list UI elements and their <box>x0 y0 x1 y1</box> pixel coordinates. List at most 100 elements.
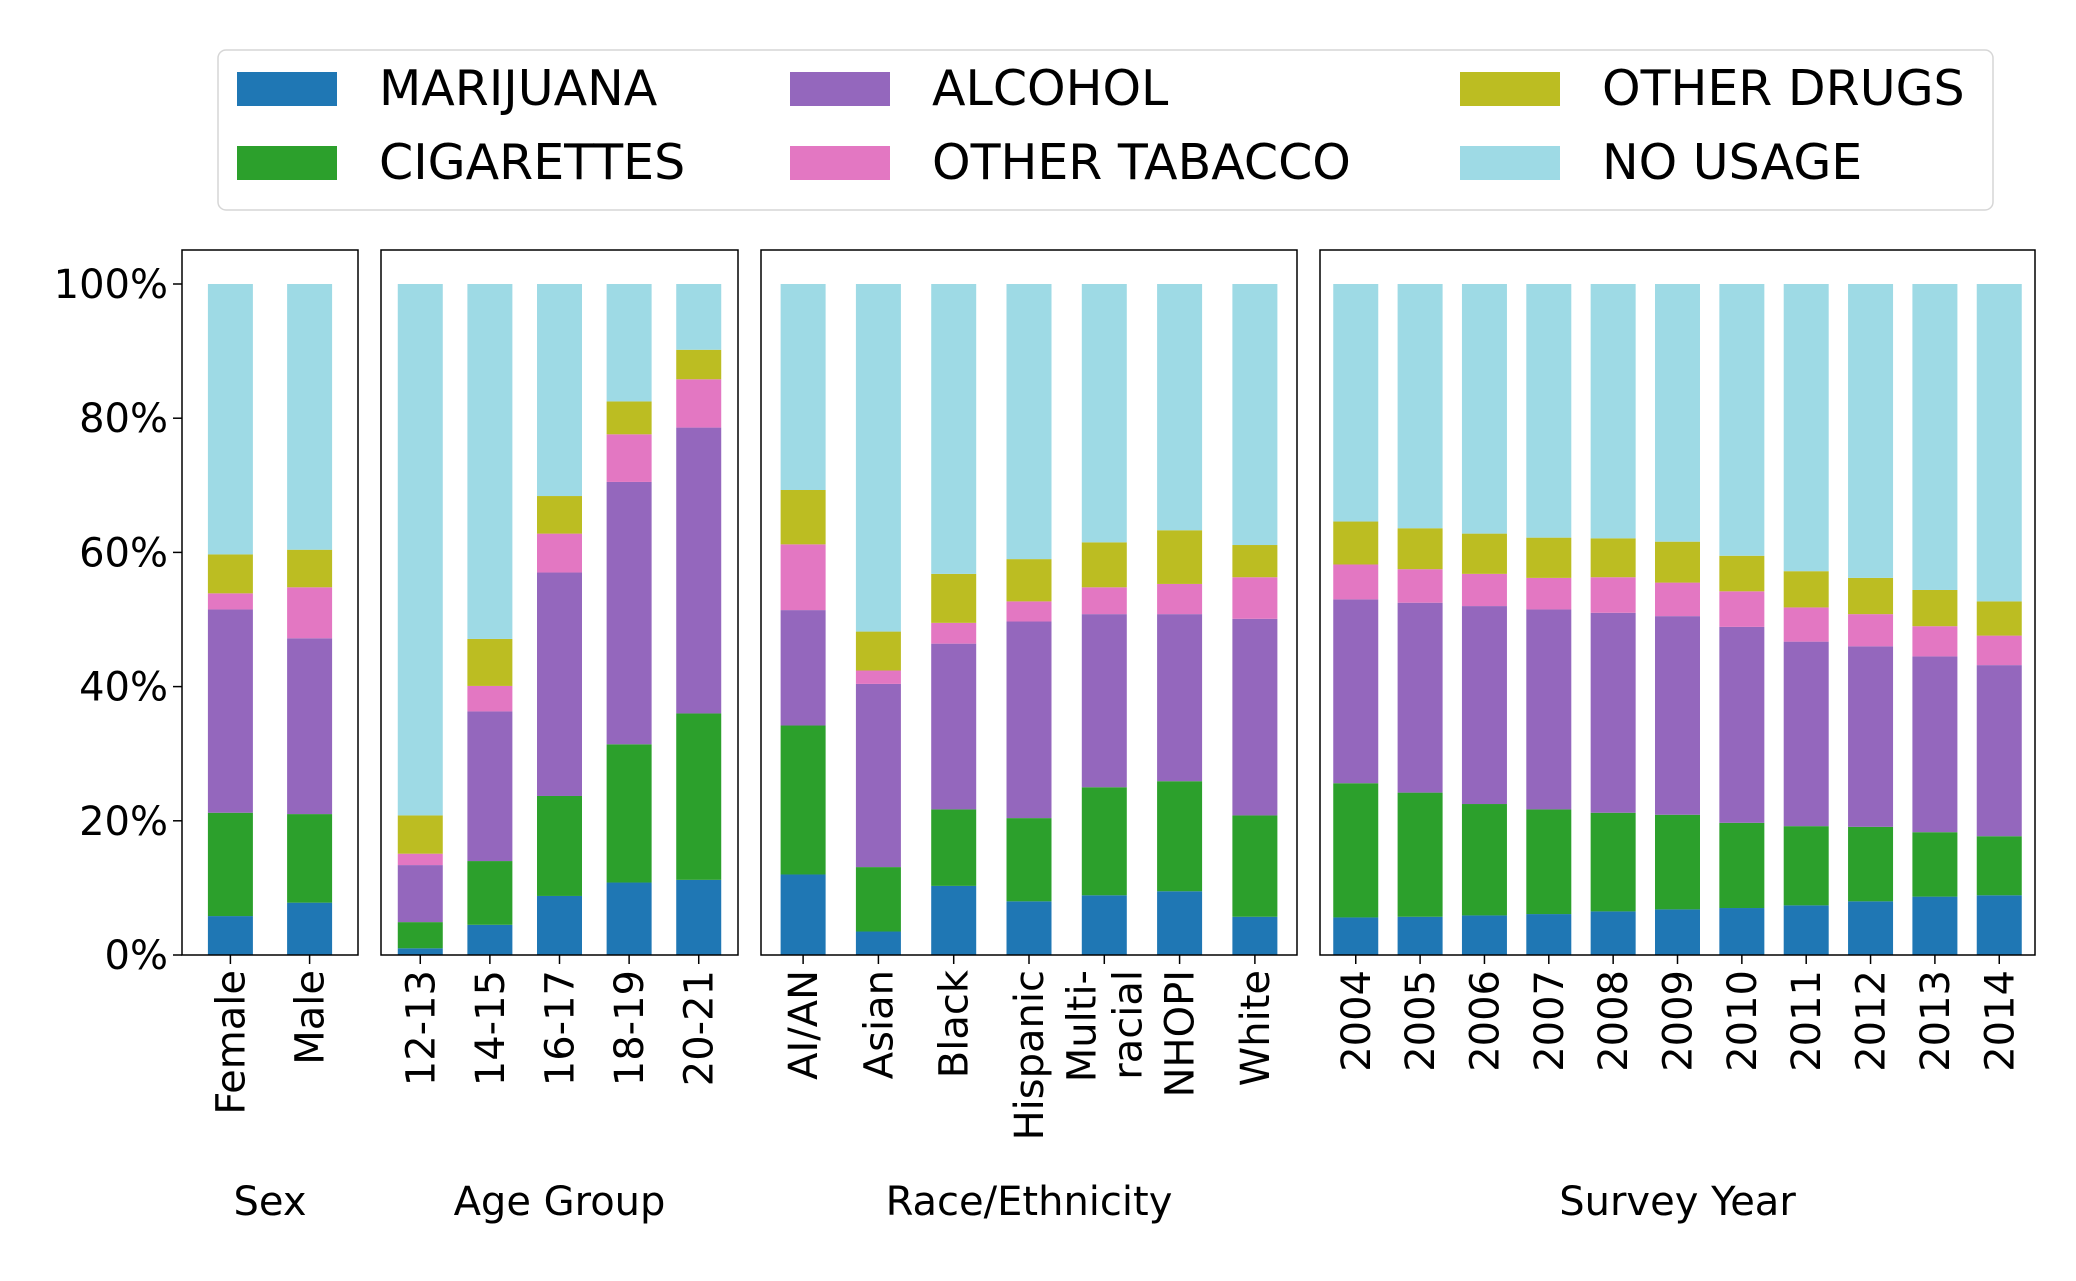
bar-segment-cigarettes-nhopi <box>1157 781 1203 892</box>
bar-segment-other-tobacco-2014 <box>1976 635 2022 666</box>
bar-segment-no-usage-2012 <box>1848 284 1894 578</box>
bar-segment-marijuana-18-19 <box>606 882 652 955</box>
bar-segment-other-tobacco-nhopi <box>1157 583 1203 615</box>
bar-stack-2013 <box>1912 284 1958 955</box>
x-tick-label-16-17: 16-17 <box>538 970 584 1086</box>
bar-segment-marijuana-asian <box>855 931 901 955</box>
bar-segment-cigarettes-14-15 <box>467 861 513 925</box>
x-tick-label-nhopi: NHOPI <box>1158 970 1204 1097</box>
bar-segment-other-tobacco-white <box>1232 577 1278 619</box>
bar-segment-no-usage-18-19 <box>606 284 652 402</box>
bar-segment-cigarettes-2010 <box>1719 822 1765 909</box>
bar-stack-2008 <box>1590 284 1636 955</box>
bar-segment-other-drugs-white <box>1232 545 1278 578</box>
bar-segment-cigarettes-2012 <box>1848 826 1894 902</box>
bar-stack-black <box>931 284 977 955</box>
bar-segment-other-drugs-18-19 <box>606 401 652 435</box>
bar-segment-marijuana-12-13 <box>397 948 443 955</box>
bar-stack-12-13 <box>397 284 443 955</box>
bar-segment-alcohol-white <box>1232 618 1278 816</box>
bar-segment-no-usage-male <box>287 284 333 550</box>
bar-segment-other-drugs-2005 <box>1397 528 1443 570</box>
bar-segment-alcohol-20-21 <box>676 427 722 714</box>
bar-segment-other-tobacco-ai-an <box>780 544 826 611</box>
panel-title-survey-year: Survey Year <box>1559 1179 1796 1225</box>
bar-stack-2010 <box>1719 284 1765 955</box>
bar-segment-other-drugs-2009 <box>1655 541 1700 583</box>
bar-segment-other-drugs-multi-racial <box>1081 542 1127 588</box>
bar-segment-other-tobacco-12-13 <box>397 853 443 866</box>
bar-segment-alcohol-2005 <box>1397 602 1443 793</box>
bar-segment-alcohol-2008 <box>1590 612 1636 813</box>
bar-segment-alcohol-2009 <box>1655 616 1700 815</box>
bar-segment-cigarettes-2013 <box>1912 832 1958 897</box>
bar-segment-other-drugs-hispanic <box>1006 559 1052 602</box>
bar-segment-other-drugs-female <box>207 554 253 594</box>
bar-segment-alcohol-12-13 <box>397 865 443 923</box>
bar-segment-other-drugs-asian <box>855 631 901 671</box>
y-tick-label: 40% <box>79 665 168 711</box>
bar-segment-no-usage-2010 <box>1719 284 1765 556</box>
bar-stack-2006 <box>1461 284 1507 955</box>
x-tick-label-asian: Asian <box>856 970 902 1079</box>
bar-segment-alcohol-16-17 <box>537 572 582 796</box>
bar-segment-no-usage-2011 <box>1783 284 1829 572</box>
bar-segment-marijuana-2011 <box>1783 905 1829 955</box>
legend-label-other-drugs: OTHER DRUGS <box>1602 60 1965 117</box>
chart-panels: Female Male Sex 12-13 14-15 16-17 18-19 20-21 Ag… <box>181 249 2036 1225</box>
x-tick-label-2013: 2013 <box>1913 970 1959 1072</box>
x-tick-label-2011: 2011 <box>1784 970 1830 1072</box>
bar-segment-marijuana-hispanic <box>1006 901 1052 955</box>
bar-stack-2014 <box>1976 284 2022 955</box>
bar-segment-no-usage-2013 <box>1912 284 1958 590</box>
bar-segment-other-tobacco-2007 <box>1526 577 1572 610</box>
bar-segment-no-usage-12-13 <box>397 284 443 816</box>
bar-segment-cigarettes-female <box>207 812 253 917</box>
bar-segment-other-tobacco-16-17 <box>537 533 582 573</box>
bar-segment-cigarettes-12-13 <box>397 922 443 949</box>
bar-segment-other-tobacco-hispanic <box>1006 601 1052 622</box>
legend-label-alcohol: ALCOHOL <box>932 60 1169 117</box>
bar-segment-no-usage-2009 <box>1655 284 1700 542</box>
bar-segment-cigarettes-2011 <box>1783 826 1829 906</box>
bar-segment-other-drugs-ai-an <box>780 489 826 545</box>
bar-segment-no-usage-white <box>1232 284 1278 546</box>
bar-segment-other-drugs-2007 <box>1526 537 1572 578</box>
x-tick-label-male: Male <box>288 970 334 1065</box>
bar-segment-alcohol-multi-racial <box>1081 614 1127 788</box>
x-tick-label-female: Female <box>208 970 254 1115</box>
bar-segment-marijuana-2014 <box>1976 895 2022 955</box>
bar-segment-marijuana-2004 <box>1333 917 1379 955</box>
panel-frame <box>181 249 359 956</box>
bar-segment-alcohol-2014 <box>1976 665 2022 837</box>
bar-segment-marijuana-white <box>1232 916 1278 955</box>
bar-segment-other-tobacco-2010 <box>1719 591 1765 627</box>
bar-segment-cigarettes-2004 <box>1333 783 1379 918</box>
x-tick-label-black: Black <box>932 969 978 1078</box>
bar-segment-other-tobacco-2013 <box>1912 626 1958 657</box>
bar-segment-alcohol-ai-an <box>780 610 826 726</box>
bar-segment-other-drugs-2008 <box>1590 538 1636 578</box>
bar-segment-other-drugs-2012 <box>1848 577 1894 615</box>
x-tick-label-12-13: 12-13 <box>398 970 444 1086</box>
bar-segment-marijuana-2005 <box>1397 916 1443 955</box>
bar-segment-cigarettes-hispanic <box>1006 818 1052 902</box>
x-tick-label-2010: 2010 <box>1720 970 1766 1072</box>
bar-stack-2004 <box>1333 284 1379 955</box>
bar-segment-marijuana-black <box>931 885 977 955</box>
bar-segment-other-tobacco-2009 <box>1655 582 1700 617</box>
x-tick-label-hispanic: Hispanic <box>1007 970 1053 1140</box>
bar-segment-no-usage-2005 <box>1397 284 1443 529</box>
bar-segment-marijuana-2006 <box>1461 915 1507 955</box>
bar-segment-other-tobacco-black <box>931 622 977 644</box>
bar-segment-cigarettes-18-19 <box>606 744 652 883</box>
bar-segment-no-usage-nhopi <box>1157 284 1203 531</box>
bar-stack-14-15 <box>467 284 513 955</box>
bar-segment-other-tobacco-18-19 <box>606 434 652 482</box>
bar-segment-alcohol-female <box>207 609 253 813</box>
bar-segment-other-drugs-20-21 <box>676 349 722 380</box>
bar-segment-alcohol-2010 <box>1719 626 1765 823</box>
bar-segment-other-drugs-2014 <box>1976 601 2022 636</box>
bar-segment-other-drugs-2006 <box>1461 533 1507 574</box>
bar-stack-18-19 <box>606 284 652 955</box>
